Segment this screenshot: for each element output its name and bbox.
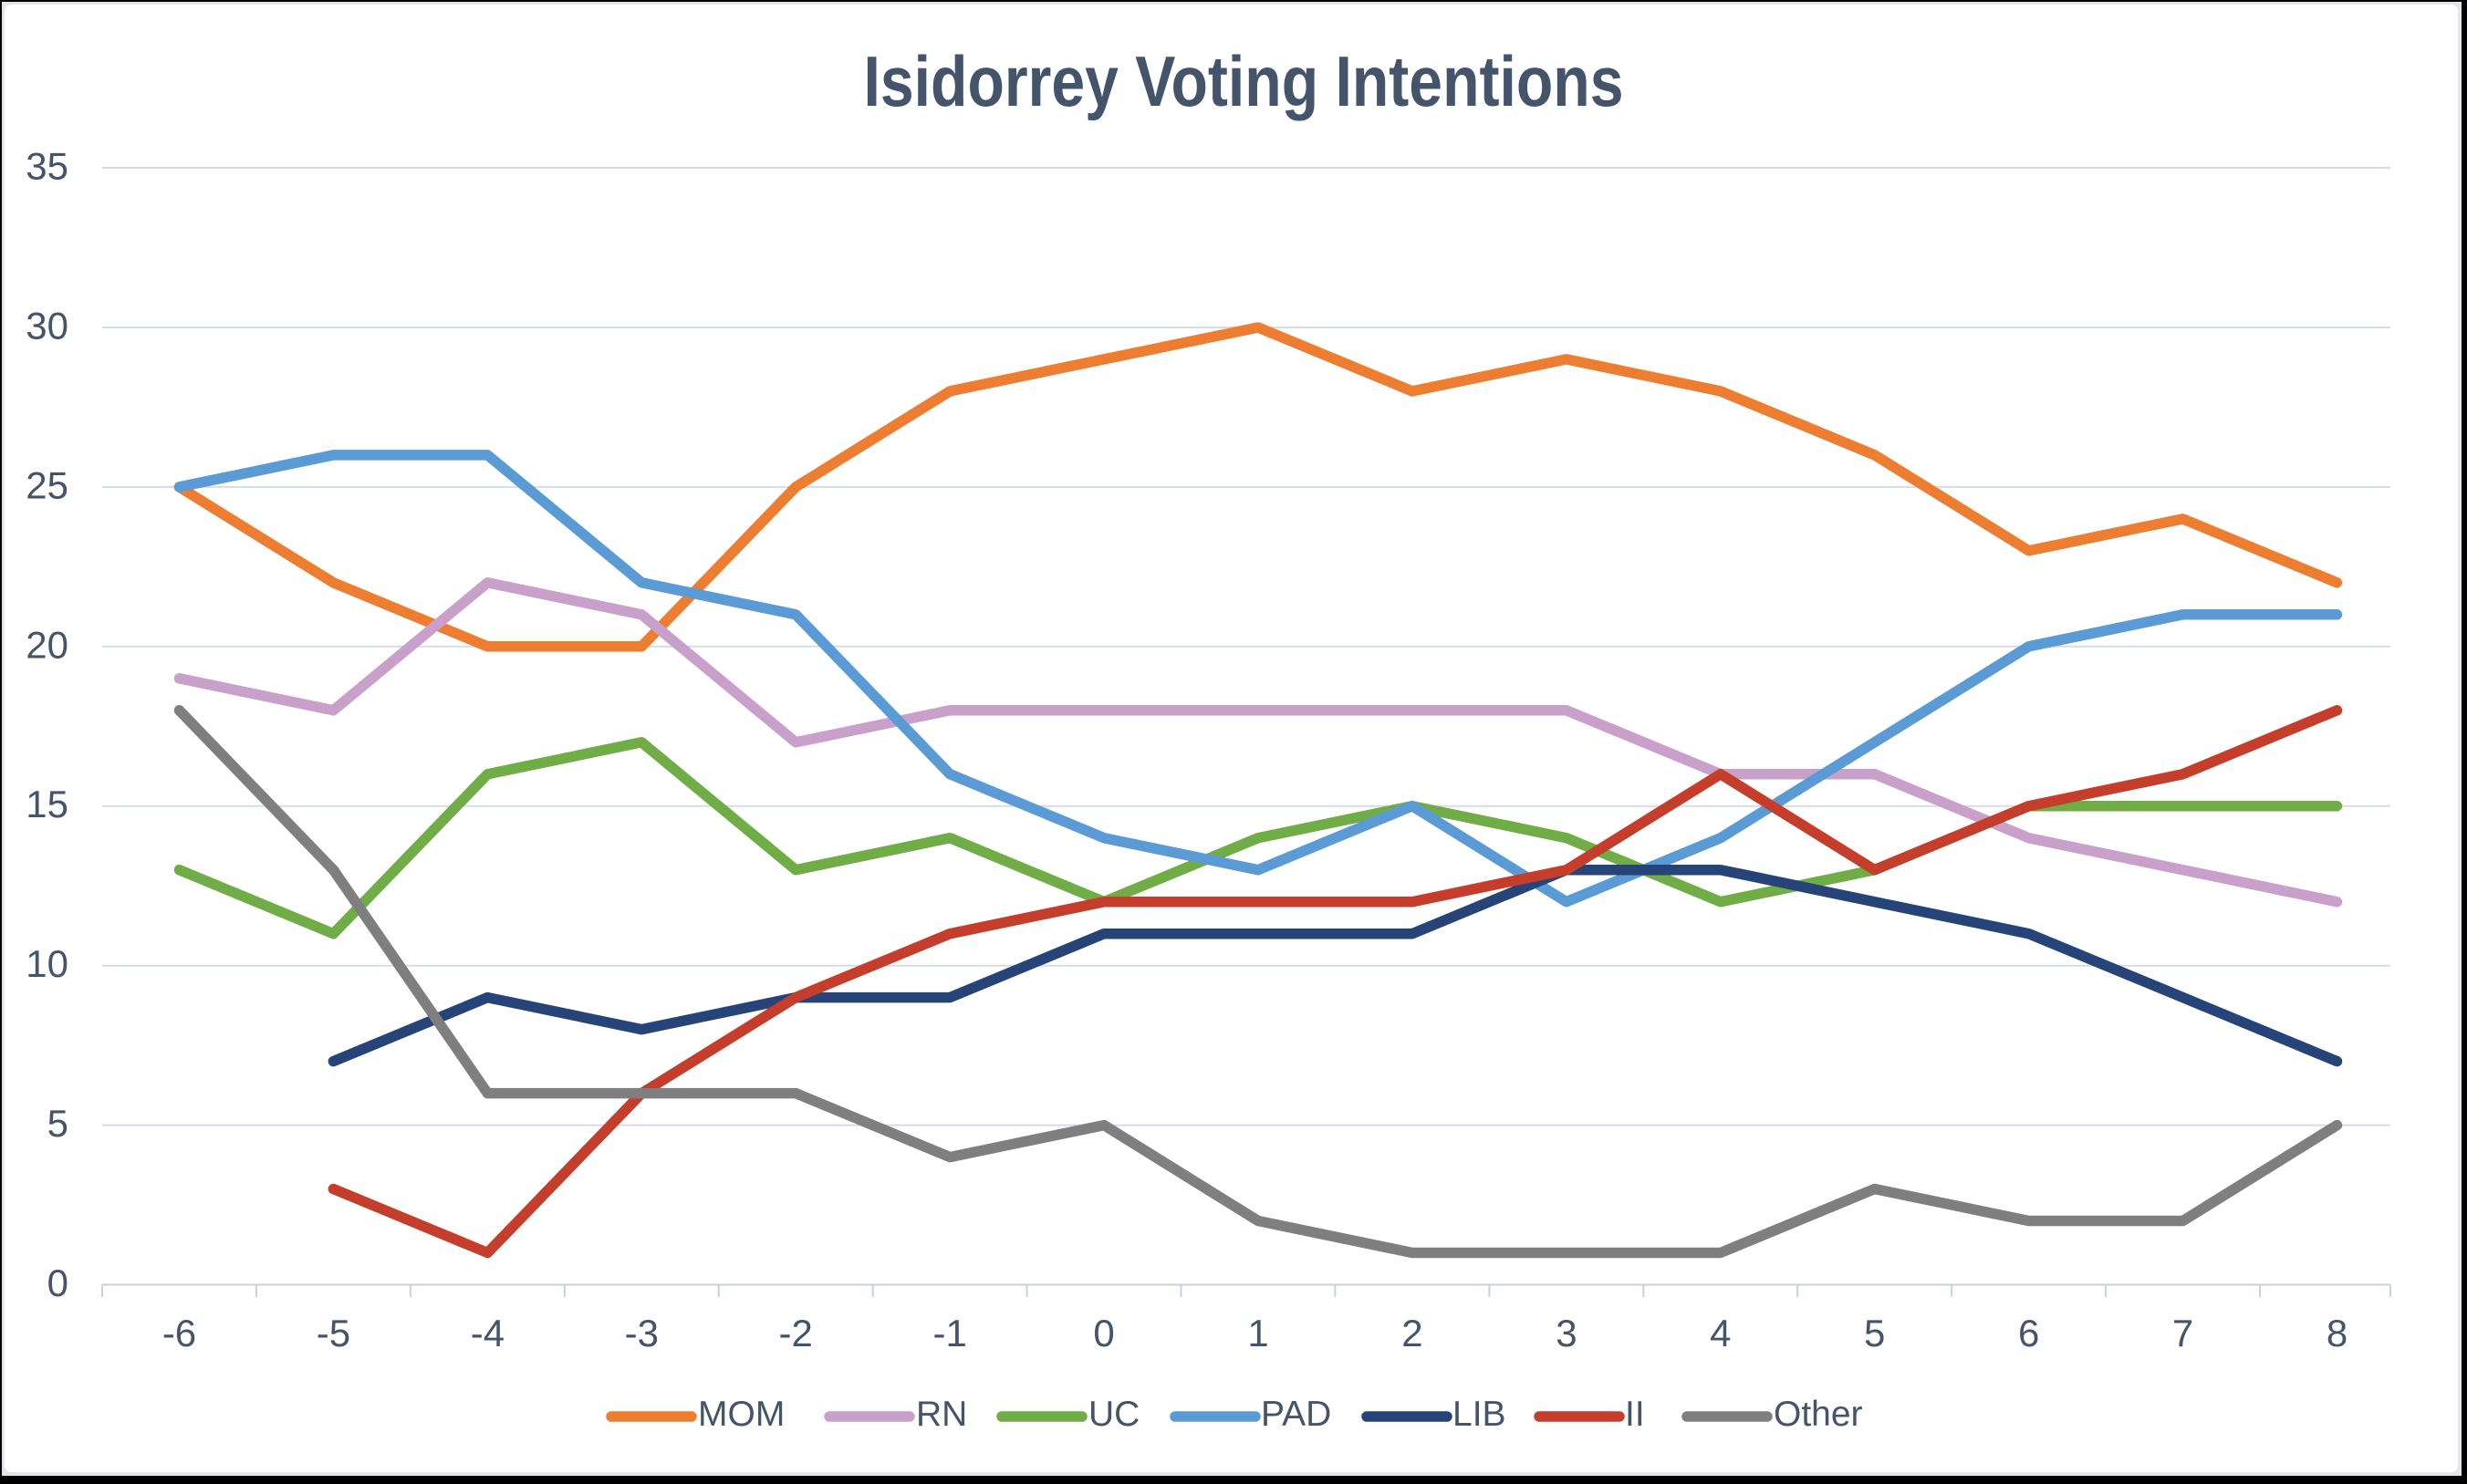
- svg-text:0: 0: [47, 1261, 68, 1304]
- svg-text:2: 2: [1401, 1312, 1422, 1354]
- svg-text:II: II: [1625, 1395, 1645, 1434]
- svg-text:5: 5: [47, 1102, 68, 1145]
- svg-text:7: 7: [2172, 1312, 2193, 1354]
- svg-text:30: 30: [26, 305, 68, 348]
- svg-text:10: 10: [26, 942, 68, 985]
- svg-text:RN: RN: [916, 1395, 967, 1434]
- svg-text:8: 8: [2326, 1312, 2347, 1354]
- svg-text:6: 6: [2018, 1312, 2039, 1354]
- svg-text:-5: -5: [317, 1312, 350, 1354]
- svg-text:Other: Other: [1774, 1395, 1863, 1434]
- svg-text:-4: -4: [471, 1312, 505, 1354]
- svg-text:0: 0: [1093, 1312, 1114, 1354]
- svg-text:Isidorrey Voting Intentions: Isidorrey Voting Intentions: [864, 41, 1624, 121]
- svg-text:35: 35: [26, 145, 68, 188]
- svg-text:4: 4: [1710, 1312, 1731, 1354]
- svg-text:25: 25: [26, 463, 68, 506]
- svg-text:UC: UC: [1088, 1395, 1140, 1434]
- svg-text:MOM: MOM: [698, 1395, 785, 1434]
- svg-text:-6: -6: [162, 1312, 196, 1354]
- svg-text:5: 5: [1864, 1312, 1885, 1354]
- svg-text:-2: -2: [779, 1312, 813, 1354]
- svg-text:1: 1: [1247, 1312, 1268, 1354]
- svg-text:3: 3: [1556, 1312, 1577, 1354]
- svg-text:PAD: PAD: [1261, 1395, 1331, 1434]
- svg-text:20: 20: [26, 623, 68, 666]
- svg-text:-3: -3: [625, 1312, 659, 1354]
- svg-text:LIB: LIB: [1452, 1395, 1506, 1434]
- svg-text:-1: -1: [933, 1312, 967, 1354]
- svg-text:15: 15: [26, 783, 68, 825]
